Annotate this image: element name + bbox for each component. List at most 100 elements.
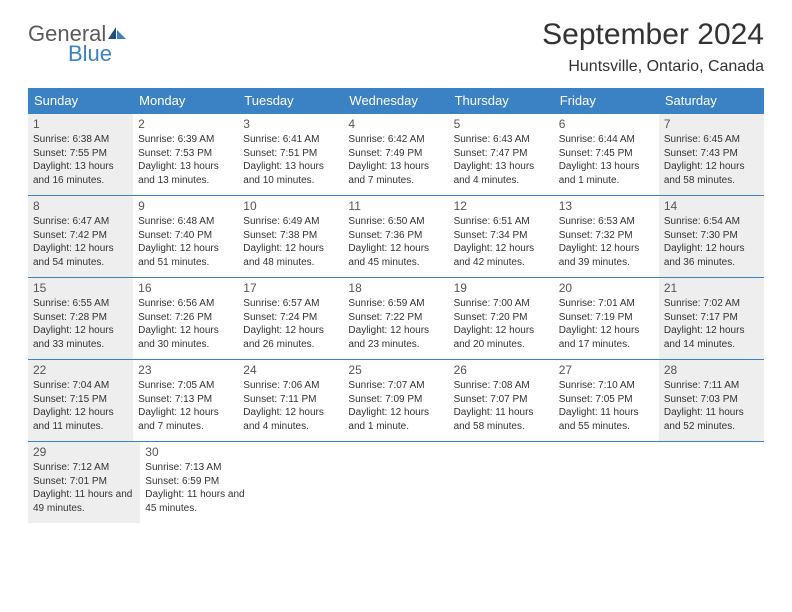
day-number: 28 — [664, 363, 759, 377]
day-number: 30 — [145, 445, 247, 459]
sunset-text: Sunset: 7:55 PM — [33, 147, 128, 161]
daylight-text: Daylight: 12 hours and 54 minutes. — [33, 242, 128, 269]
sunrise-text: Sunrise: 6:54 AM — [664, 215, 759, 229]
day-number: 14 — [664, 199, 759, 213]
sunrise-text: Sunrise: 6:41 AM — [243, 133, 338, 147]
sunset-text: Sunset: 7:49 PM — [348, 147, 443, 161]
day-cell: 21 Sunrise: 7:02 AMSunset: 7:17 PMDayligh… — [659, 278, 764, 359]
day-cell: 10Sunrise: 6:49 AMSunset: 7:38 PMDayligh… — [238, 196, 343, 277]
daylight-text: Daylight: 12 hours and 30 minutes. — [138, 324, 233, 351]
day-cell: 15Sunrise: 6:55 AMSunset: 7:28 PMDayligh… — [28, 278, 133, 359]
day-number: 6 — [559, 117, 654, 131]
daylight-text: Daylight: 12 hours and 39 minutes. — [559, 242, 654, 269]
day-cell: 7Sunrise: 6:45 AMSunset: 7:43 PMDaylight… — [659, 114, 764, 195]
logo-line2: Blue — [28, 44, 128, 64]
day-number: 21 — [664, 281, 759, 295]
sunset-text: Sunset: 7:07 PM — [454, 393, 549, 407]
sunset-text: Sunset: 7:30 PM — [664, 229, 759, 243]
day-cell: 27Sunrise: 7:10 AMSunset: 7:05 PMDayligh… — [554, 360, 659, 441]
day-cell: 6Sunrise: 6:44 AMSunset: 7:45 PMDaylight… — [554, 114, 659, 195]
daylight-text: Daylight: 12 hours and 4 minutes. — [243, 406, 338, 433]
daylight-text: Daylight: 12 hours and 11 minutes. — [33, 406, 128, 433]
daylight-text: Daylight: 13 hours and 7 minutes. — [348, 160, 443, 187]
sunset-text: Sunset: 7:01 PM — [33, 475, 135, 489]
daylight-text: Daylight: 12 hours and 48 minutes. — [243, 242, 338, 269]
day-cell: 24Sunrise: 7:06 AMSunset: 7:11 PMDayligh… — [238, 360, 343, 441]
day-cell: 26Sunrise: 7:08 AMSunset: 7:07 PMDayligh… — [449, 360, 554, 441]
daylight-text: Daylight: 13 hours and 16 minutes. — [33, 160, 128, 187]
logo: General Blue — [28, 24, 128, 64]
daylight-text: Daylight: 12 hours and 23 minutes. — [348, 324, 443, 351]
empty-cell — [355, 442, 457, 523]
day-number: 11 — [348, 199, 443, 213]
day-cell: 13Sunrise: 6:53 AMSunset: 7:32 PMDayligh… — [554, 196, 659, 277]
week-row: 29Sunrise: 7:12 AMSunset: 7:01 PMDayligh… — [28, 441, 764, 523]
day-number: 4 — [348, 117, 443, 131]
day-number: 27 — [559, 363, 654, 377]
sunrise-text: Sunrise: 7:00 AM — [454, 297, 549, 311]
day-number: 10 — [243, 199, 338, 213]
daylight-text: Daylight: 11 hours and 45 minutes. — [145, 488, 247, 515]
daylight-text: Daylight: 11 hours and 52 minutes. — [664, 406, 759, 433]
daylight-text: Daylight: 11 hours and 49 minutes. — [33, 488, 135, 515]
day-number: 26 — [454, 363, 549, 377]
sunset-text: Sunset: 7:03 PM — [664, 393, 759, 407]
day-number: 2 — [138, 117, 233, 131]
day-cell: 28 Sunrise: 7:11 AMSunset: 7:03 PMDayligh… — [659, 360, 764, 441]
sunset-text: Sunset: 7:34 PM — [454, 229, 549, 243]
daylight-text: Daylight: 13 hours and 1 minute. — [559, 160, 654, 187]
day-number: 17 — [243, 281, 338, 295]
sunset-text: Sunset: 6:59 PM — [145, 475, 247, 489]
sunset-text: Sunset: 7:15 PM — [33, 393, 128, 407]
daylight-text: Daylight: 12 hours and 36 minutes. — [664, 242, 759, 269]
empty-cell — [662, 442, 764, 523]
sunset-text: Sunset: 7:19 PM — [559, 311, 654, 325]
sunset-text: Sunset: 7:20 PM — [454, 311, 549, 325]
sunrise-text: Sunrise: 7:08 AM — [454, 379, 549, 393]
daylight-text: Daylight: 12 hours and 14 minutes. — [664, 324, 759, 351]
sunrise-text: Sunrise: 6:44 AM — [559, 133, 654, 147]
day-number: 7 — [664, 117, 759, 131]
day-cell: 20Sunrise: 7:01 AMSunset: 7:19 PMDayligh… — [554, 278, 659, 359]
daylight-text: Daylight: 12 hours and 45 minutes. — [348, 242, 443, 269]
day-number: 8 — [33, 199, 128, 213]
sunset-text: Sunset: 7:36 PM — [348, 229, 443, 243]
sunset-text: Sunset: 7:26 PM — [138, 311, 233, 325]
day-header-sunday: Sunday — [28, 88, 133, 113]
day-cell: 22Sunrise: 7:04 AMSunset: 7:15 PMDayligh… — [28, 360, 133, 441]
sunset-text: Sunset: 7:51 PM — [243, 147, 338, 161]
sunrise-text: Sunrise: 7:10 AM — [559, 379, 654, 393]
daylight-text: Daylight: 13 hours and 13 minutes. — [138, 160, 233, 187]
sunrise-text: Sunrise: 6:56 AM — [138, 297, 233, 311]
sunrise-text: Sunrise: 7:11 AM — [664, 379, 759, 393]
sunset-text: Sunset: 7:38 PM — [243, 229, 338, 243]
day-cell: 14 Sunrise: 6:54 AMSunset: 7:30 PMDayligh… — [659, 196, 764, 277]
sunset-text: Sunset: 7:24 PM — [243, 311, 338, 325]
sunrise-text: Sunrise: 6:51 AM — [454, 215, 549, 229]
sunrise-text: Sunrise: 6:45 AM — [664, 133, 759, 147]
day-cell: 3Sunrise: 6:41 AMSunset: 7:51 PMDaylight… — [238, 114, 343, 195]
day-cell: 16Sunrise: 6:56 AMSunset: 7:26 PMDayligh… — [133, 278, 238, 359]
daylight-text: Daylight: 12 hours and 33 minutes. — [33, 324, 128, 351]
day-number: 12 — [454, 199, 549, 213]
sunrise-text: Sunrise: 6:43 AM — [454, 133, 549, 147]
day-header-tuesday: Tuesday — [238, 88, 343, 113]
sunset-text: Sunset: 7:32 PM — [559, 229, 654, 243]
daylight-text: Daylight: 12 hours and 1 minute. — [348, 406, 443, 433]
day-number: 19 — [454, 281, 549, 295]
day-header-wednesday: Wednesday — [343, 88, 448, 113]
day-header-saturday: Saturday — [659, 88, 764, 113]
sunrise-text: Sunrise: 7:04 AM — [33, 379, 128, 393]
day-header-monday: Monday — [133, 88, 238, 113]
sunset-text: Sunset: 7:13 PM — [138, 393, 233, 407]
day-number: 25 — [348, 363, 443, 377]
sunrise-text: Sunrise: 7:02 AM — [664, 297, 759, 311]
title-block: September 2024 Huntsville, Ontario, Cana… — [542, 18, 764, 76]
daylight-text: Daylight: 12 hours and 51 minutes. — [138, 242, 233, 269]
week-row: 1Sunrise: 6:38 AMSunset: 7:55 PMDaylight… — [28, 113, 764, 195]
sunset-text: Sunset: 7:17 PM — [664, 311, 759, 325]
sunrise-text: Sunrise: 6:42 AM — [348, 133, 443, 147]
sunrise-text: Sunrise: 6:53 AM — [559, 215, 654, 229]
day-cell: 11Sunrise: 6:50 AMSunset: 7:36 PMDayligh… — [343, 196, 448, 277]
calendar: Sunday Monday Tuesday Wednesday Thursday… — [28, 88, 764, 523]
